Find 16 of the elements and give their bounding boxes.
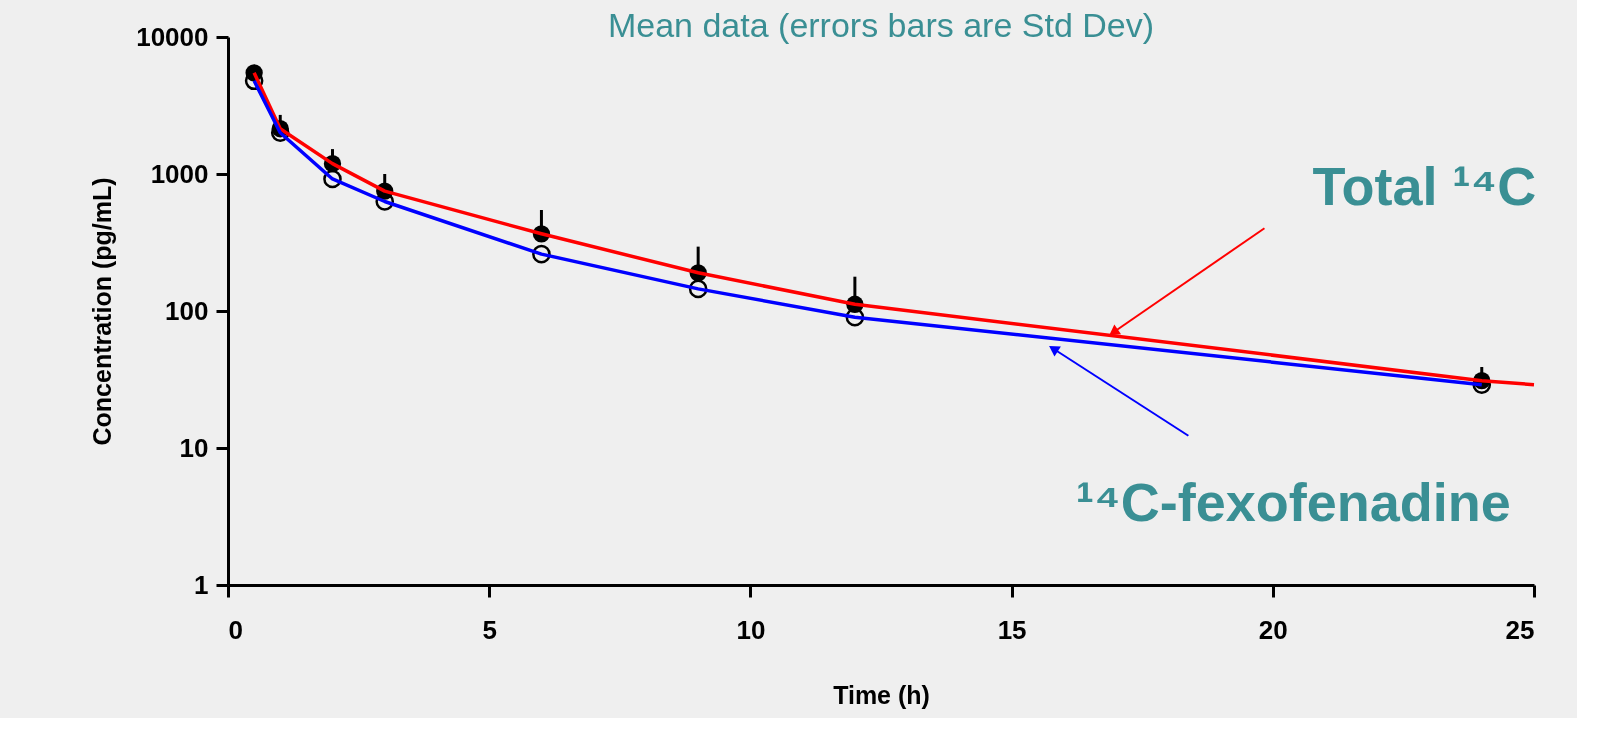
annotation: Total ¹⁴C bbox=[1312, 156, 1537, 217]
x-axis-title: Time (h) bbox=[833, 680, 930, 709]
chart-title: Mean data (errors bars are Std Dev) bbox=[607, 6, 1155, 44]
y-tick-label: 100 bbox=[165, 295, 209, 326]
y-tick-label: 1 bbox=[194, 569, 209, 600]
x-tick-label: 20 bbox=[1258, 614, 1288, 645]
x-tick-label: 15 bbox=[997, 614, 1027, 645]
y-tick-label: 1000 bbox=[150, 158, 209, 189]
x-tick-label: 25 bbox=[1505, 614, 1535, 645]
y-axis-title: Concentration (pg/mL) bbox=[88, 177, 117, 446]
annotation: ¹⁴C-fexofenadine bbox=[1076, 471, 1511, 532]
y-tick-label: 10 bbox=[179, 432, 209, 463]
x-tick-label: 10 bbox=[736, 614, 766, 645]
x-tick-label: 5 bbox=[482, 614, 497, 645]
x-tick-label: 0 bbox=[228, 614, 243, 645]
y-tick-label: 10000 bbox=[136, 21, 209, 52]
